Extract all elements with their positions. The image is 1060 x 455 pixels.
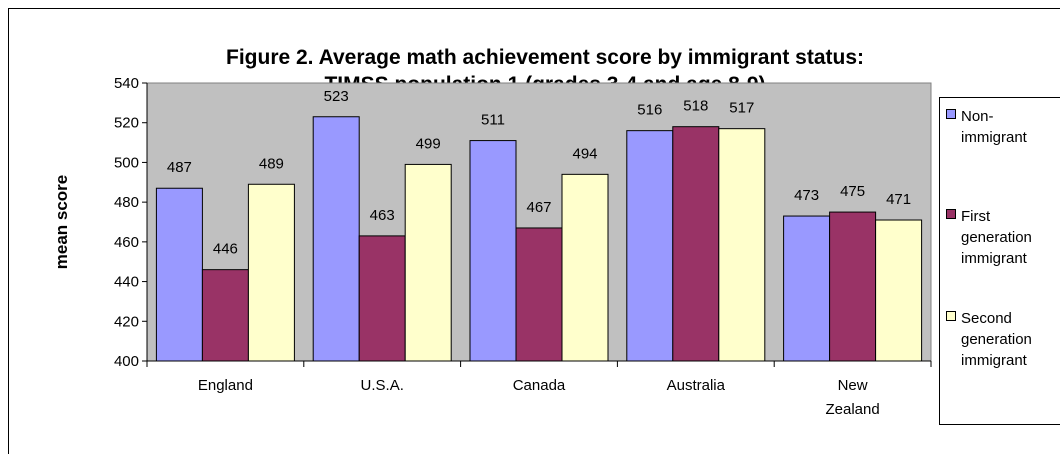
legend-swatch — [946, 311, 956, 321]
data-label: 511 — [481, 112, 505, 129]
data-label: 489 — [259, 155, 284, 172]
x-category-label: Australia — [667, 377, 726, 394]
y-tick-label: 440 — [114, 274, 139, 291]
legend-swatch — [946, 209, 956, 219]
legend-label-line: immigrant — [961, 129, 1027, 146]
bar — [201, 269, 249, 362]
data-label: 463 — [370, 207, 395, 224]
bar — [312, 116, 360, 362]
data-label: 475 — [840, 183, 865, 200]
bar — [626, 130, 674, 362]
data-label: 473 — [794, 187, 819, 204]
x-category-label: New — [838, 377, 868, 394]
data-label: 467 — [526, 199, 551, 216]
legend-label: Non-immigrant — [961, 106, 1060, 148]
data-label: 494 — [572, 145, 597, 162]
legend-label-line: generation — [961, 229, 1032, 246]
y-tick-label: 420 — [114, 313, 139, 330]
legend-label: First generation immigrant — [961, 206, 1060, 269]
legend-label-line: First — [961, 208, 991, 225]
y-axis-title: mean score — [52, 175, 71, 270]
legend-label-line: Non- — [961, 108, 994, 125]
y-tick-label: 460 — [114, 234, 139, 251]
legend-label: Second generation immigrant — [961, 308, 1060, 371]
bar — [875, 219, 923, 362]
data-label: 523 — [324, 88, 349, 105]
bar — [155, 187, 203, 362]
data-label: 518 — [683, 98, 708, 115]
chart-legend: Non-immigrant First generation immigrant Sec… — [939, 97, 1060, 425]
data-label: 499 — [416, 135, 441, 152]
bar — [404, 163, 452, 362]
x-category-label: Zealand — [825, 401, 879, 418]
chart-title-line-1: Figure 2. Average math achievement score… — [226, 46, 864, 69]
x-category-label: Canada — [513, 377, 566, 394]
y-tick-label: 500 — [114, 154, 139, 171]
x-category-label: England — [198, 377, 253, 394]
bar — [515, 227, 563, 362]
data-label: 446 — [213, 241, 238, 258]
legend-label-line: generation — [961, 331, 1032, 348]
data-label: 471 — [886, 191, 911, 208]
x-category-label: U.S.A. — [361, 377, 404, 394]
y-tick-label: 540 — [114, 75, 139, 92]
legend-swatch — [946, 109, 956, 119]
y-tick-label: 400 — [114, 353, 139, 370]
legend-label-line: Second — [961, 310, 1012, 327]
bar — [358, 235, 406, 362]
bar — [469, 140, 517, 362]
bar — [829, 211, 877, 362]
bar — [672, 126, 720, 362]
y-tick-label: 520 — [114, 115, 139, 132]
bar — [783, 215, 831, 362]
chart-frame: Figure 2. Average math achievement score… — [8, 8, 1060, 454]
legend-label-line: immigrant — [961, 250, 1027, 267]
data-label: 487 — [167, 159, 192, 176]
legend-label-line: immigrant — [961, 352, 1027, 369]
y-tick-label: 480 — [114, 194, 139, 211]
data-label: 516 — [637, 102, 662, 119]
chart-svg: Figure 2. Average math achievement score… — [52, 46, 932, 418]
bar — [561, 173, 609, 362]
bar — [718, 128, 766, 362]
data-label: 517 — [729, 100, 754, 117]
bar — [247, 183, 295, 362]
